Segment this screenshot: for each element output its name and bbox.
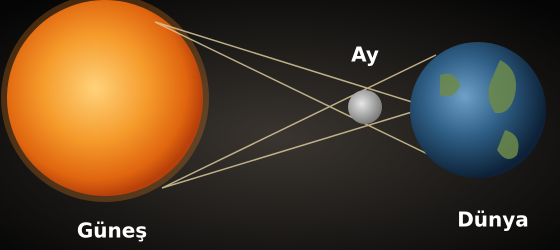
sun bbox=[7, 0, 203, 196]
earth bbox=[410, 42, 546, 178]
moon-label: Ay bbox=[351, 43, 379, 67]
moon bbox=[348, 90, 382, 124]
earth-label: Dünya bbox=[457, 208, 529, 232]
eclipse-diagram: Güneş Ay Dünya bbox=[0, 0, 560, 250]
sun-label: Güneş bbox=[77, 219, 147, 243]
page: Güneş Ay Dünya (() => { const data = JSO… bbox=[0, 0, 560, 250]
